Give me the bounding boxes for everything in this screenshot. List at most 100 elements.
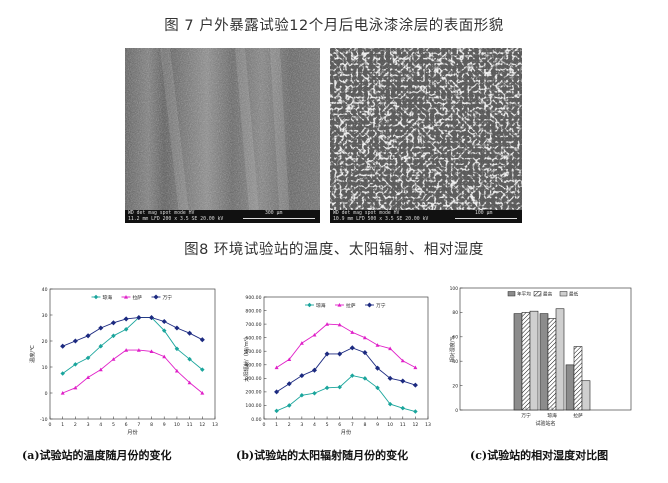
sem-scale-label: 300 μm	[265, 211, 283, 216]
y-tick-label: 0.00	[251, 417, 261, 423]
subcaption-c: (c)试验站的相对湿度对比图	[470, 449, 609, 462]
sem-scale-label: 100 μm	[475, 211, 493, 216]
x-axis-label: 月份	[341, 428, 352, 436]
data-point	[149, 349, 154, 353]
bar	[521, 312, 531, 411]
y-tick-label: 40	[42, 287, 48, 293]
sem-scale-bar	[243, 218, 315, 219]
data-point	[286, 381, 292, 387]
data-point	[362, 376, 368, 381]
data-point	[123, 316, 129, 322]
y-axis-label: 温度/℃	[28, 345, 36, 363]
sem-info-bar-right: WD det mag spot mode HV 10.9 mm LFD 500 …	[330, 210, 522, 223]
temperature-chart: -10 0 10 20 30 40 0 1 2 3 4 5 6 7 8 9 10 11 12 13 月份 温度/℃ 琼海 拉萨…	[22, 283, 222, 443]
x-tick-label: 13	[425, 422, 431, 428]
y-tick-label: 60	[452, 335, 458, 341]
bar	[547, 318, 557, 411]
bar	[539, 313, 549, 411]
data-point	[324, 351, 330, 357]
legend-label: 最低	[569, 291, 579, 298]
data-point	[136, 348, 141, 352]
data-point	[60, 343, 66, 349]
sem-info-header: WD det mag spot mode HV	[128, 211, 195, 216]
data-point	[375, 385, 380, 391]
y-tick-label: 500.00	[245, 349, 261, 355]
bar	[513, 313, 523, 411]
y-tick-label: 100	[450, 286, 459, 292]
data-point	[124, 348, 129, 352]
data-point	[350, 330, 355, 334]
y-tick-label: 400.00	[245, 363, 261, 369]
data-point	[187, 356, 192, 362]
solar-radiation-chart-svg: 0.00 100.00 200.00 300.00 400.00 500.00 600.00…	[242, 295, 431, 436]
y-tick-label: 900.00	[245, 295, 261, 301]
x-tick-label: 12	[199, 422, 205, 428]
data-point	[111, 357, 116, 361]
subcaption-b: (b)试验站的太阳辐射随月份的变化	[236, 449, 409, 462]
y-tick-label: -10	[40, 417, 48, 423]
bar	[529, 310, 539, 411]
data-point	[162, 354, 167, 359]
legend-marker	[124, 295, 128, 299]
x-tick-label: 4	[313, 422, 316, 428]
x-tick-label: 11	[400, 422, 406, 428]
x-tick-label: 7	[351, 422, 354, 428]
data-point	[349, 345, 355, 351]
sem-info-values: 10.9 mm LFD 500 x 3.5 SE 20.00 kV	[333, 216, 429, 222]
data-point	[161, 318, 167, 325]
legend-label: 拉萨	[346, 302, 356, 309]
y-tick-label: 0	[45, 391, 48, 397]
data-point	[375, 343, 380, 347]
data-point	[85, 333, 91, 339]
data-point	[362, 335, 367, 340]
data-point	[413, 365, 418, 370]
data-point	[187, 380, 192, 385]
x-tick-label: 5	[112, 422, 115, 428]
data-point	[274, 365, 279, 370]
sem-texture-right	[330, 48, 522, 223]
bar	[581, 380, 591, 411]
x-tick-label: 3	[300, 422, 303, 428]
legend-marker	[307, 302, 312, 308]
x-tick-label: 4	[99, 422, 102, 428]
y-tick-label: 80	[452, 310, 458, 316]
sem-image-right: WD det mag spot mode HV 10.9 mm LFD 500 …	[330, 48, 522, 223]
data-point	[274, 389, 280, 395]
data-point	[299, 373, 305, 379]
x-tick-label: 13	[212, 422, 218, 428]
legend-label: 万宁	[376, 302, 386, 309]
x-tick-label: 0	[49, 422, 52, 428]
legend-label: 琼海	[316, 302, 326, 309]
y-tick-label: 10	[42, 365, 48, 371]
data-point	[413, 409, 418, 414]
figure-8-caption: 图8 环境试验站的温度、太阳辐射、相对湿度	[184, 242, 484, 258]
legend-label: 万宁	[163, 294, 173, 301]
legend-marker	[366, 302, 373, 308]
x-tick-label: 10	[174, 422, 180, 428]
data-point	[86, 375, 91, 379]
legend-label: 最高	[543, 291, 553, 298]
x-tick-label: 2	[74, 422, 77, 428]
bar	[565, 364, 575, 411]
y-tick-label: 100.00	[245, 403, 261, 409]
x-tick-label: 1	[275, 422, 278, 428]
x-tick-label: 1	[61, 422, 64, 428]
data-point	[350, 373, 355, 378]
sem-image-left: WD det mag spot mode HV 11.2 mm LFD 200 …	[125, 48, 320, 223]
data-point	[60, 391, 65, 395]
series-line	[276, 347, 416, 393]
data-point	[362, 350, 368, 356]
y-axis-label: 相对湿度/%	[449, 336, 456, 363]
series-line	[62, 317, 203, 347]
data-point	[337, 351, 343, 357]
x-tick-label: 8	[150, 422, 153, 428]
x-tick-label: 拉萨	[573, 412, 583, 419]
subcaption-a: (a)试验站的温度随月份的变化	[22, 449, 172, 462]
humidity-chart: 0 20 40 60 80 100 相对湿度/% 万宁 琼海 拉萨 试验站名 年平均 最高 最低	[448, 280, 648, 445]
y-tick-label: 0	[455, 408, 458, 414]
figure-7-caption: 图 7 户外暴露试验12个月后电泳漆涂层的表面形貌	[164, 18, 504, 34]
data-point	[400, 405, 406, 411]
sem-info-bar-left: WD det mag spot mode HV 11.2 mm LFD 200 …	[125, 210, 320, 223]
legend-swatch	[559, 291, 568, 297]
